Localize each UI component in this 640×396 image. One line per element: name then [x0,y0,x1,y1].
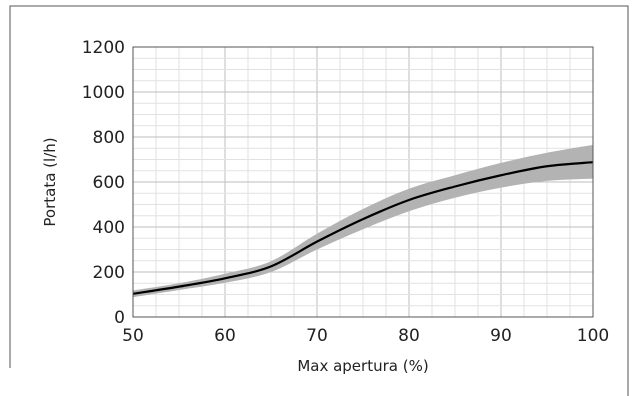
y-tick-label: 1000 [82,83,125,103]
x-axis-label: Max apertura (%) [297,357,428,375]
tolerance-band [133,144,593,298]
y-tick-labels: 0 200 400 600 800 1000 1200 [82,38,125,328]
y-tick-label: 600 [93,173,125,193]
plot-area-frame [132,46,594,318]
x-tick-label: 100 [577,326,609,346]
x-tick-label: 60 [214,326,236,346]
x-tick-label: 50 [122,326,144,346]
flow-curve-line [132,161,594,295]
y-tick-label: 400 [93,218,125,238]
x-tick-label: 80 [398,326,420,346]
figure-frame [9,5,629,396]
series-line-layer [132,161,594,295]
y-axis-label: Portata (l/h) [41,137,59,226]
x-tick-label: 70 [306,326,328,346]
y-tick-label: 1200 [82,38,125,58]
x-tick-label: 90 [490,326,512,346]
y-tick-label: 800 [93,128,125,148]
y-tick-label: 200 [93,263,125,283]
tolerance-band-layer [133,144,593,298]
y-tick-label: 0 [114,308,125,328]
x-tick-labels: 50 60 70 80 90 100 [122,326,609,346]
